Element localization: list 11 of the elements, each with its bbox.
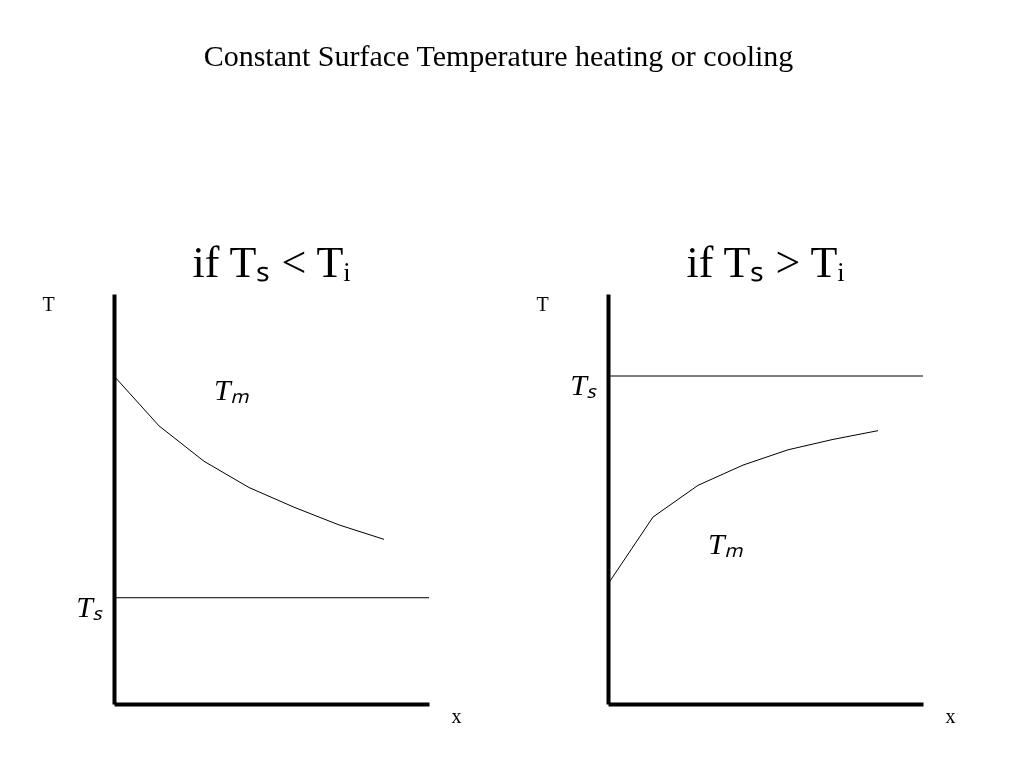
text: Constant Surface Temperature heating or cooling (203, 39, 794, 72)
chart-subtitle: if Tₛ < Tᵢ (192, 238, 351, 287)
x-axis-title: x (451, 704, 462, 727)
x-axis-title: x (945, 704, 956, 727)
chart-subtitle: if Tₛ > Tᵢ (686, 238, 845, 287)
series-label: Tₘ (214, 373, 249, 407)
y-axis-title: T (42, 292, 55, 315)
ref-line-label: Tₛ (570, 368, 597, 401)
y-axis-title: T (536, 292, 549, 315)
ref-line-label: Tₛ (76, 589, 103, 623)
series-label: Tₘ (708, 527, 743, 561)
